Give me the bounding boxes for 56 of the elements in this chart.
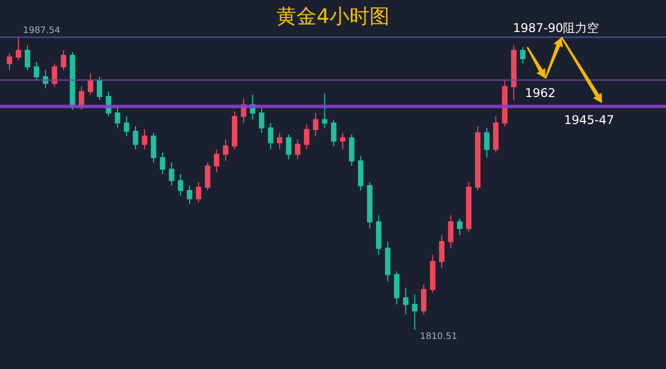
candlestick [276, 132, 282, 150]
candlestick [322, 92, 328, 128]
candlestick [358, 155, 364, 192]
candlestick [421, 284, 426, 315]
candlestick [114, 106, 120, 128]
candlestick [178, 174, 184, 196]
candlestick [160, 152, 166, 175]
candlestick [286, 134, 292, 160]
candlestick [88, 72, 94, 96]
candlestick [16, 37, 22, 61]
candlestick [385, 241, 390, 282]
ref-line-label: 1987-90阻力空 [513, 21, 600, 35]
candlestick [412, 294, 418, 330]
candlestick [142, 129, 148, 150]
candlestick [186, 185, 192, 204]
text: 1987.54 [23, 26, 60, 36]
candlestick [6, 53, 12, 71]
candlestick [294, 138, 300, 160]
candlestick [60, 50, 66, 71]
candlestick [366, 182, 372, 229]
text: 1810.51 [420, 332, 458, 342]
candlestick [466, 182, 472, 232]
candlestick [403, 287, 408, 315]
candlestick [196, 182, 202, 203]
candlestick [376, 214, 382, 256]
candlestick [268, 122, 274, 150]
candlestick [42, 70, 48, 89]
candlestick [304, 124, 310, 150]
candlestick [511, 44, 516, 100]
candlestick [132, 126, 138, 150]
candlestick [475, 126, 480, 192]
candlestick [439, 234, 444, 269]
candlestick [312, 112, 318, 137]
candlestick [204, 162, 210, 192]
candlestick [430, 254, 436, 294]
candlestick [493, 116, 498, 154]
candlestick [520, 46, 526, 64]
candlestick [330, 119, 336, 147]
candlestick [348, 134, 354, 166]
candlestick [24, 44, 30, 71]
candlestick [150, 132, 156, 164]
candlestick [457, 218, 462, 236]
candlestick [484, 127, 490, 158]
ref-line-label: 1962 [525, 86, 556, 100]
candlestick [34, 61, 40, 81]
band-label: 1945-47 [564, 113, 614, 127]
candlestick [448, 214, 454, 249]
candlestick [168, 162, 174, 186]
chart-title: 黄金4小时图 [276, 4, 390, 28]
candlestick [232, 110, 238, 150]
candlestick [258, 108, 264, 134]
candlestick [394, 270, 400, 305]
candlestick [214, 148, 220, 173]
candlestick [124, 116, 130, 137]
candlestick [340, 132, 346, 150]
candlestick [222, 138, 228, 162]
